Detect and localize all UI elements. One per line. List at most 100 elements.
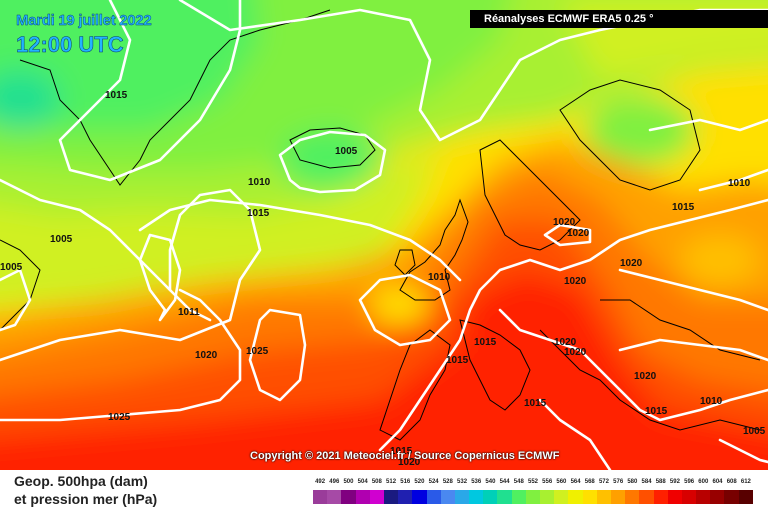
colorbar-label: 568	[584, 479, 595, 485]
colorbar-label: 492	[315, 479, 326, 485]
isobar-label: 1015	[474, 337, 497, 348]
copyright-notice: Copyright © 2021 Meteociel.fr / Source C…	[250, 450, 560, 462]
colorbar-swatch	[568, 490, 583, 504]
isobar-label: 1005	[0, 262, 23, 273]
isobar-label: 1025	[108, 412, 131, 423]
isobar-label: 1025	[246, 346, 269, 357]
isobar-label: 1010	[428, 272, 451, 283]
isobar-label: 1020	[620, 258, 643, 269]
isobar-label: 1020	[553, 217, 576, 228]
colorbar-label: 608	[726, 479, 737, 485]
colorbar-label: 540	[485, 479, 496, 485]
colorbar-swatch	[667, 490, 682, 504]
isobar-label: 1020	[567, 228, 590, 239]
colorbar-swatch	[440, 490, 455, 504]
map-date: Mardi 19 juillet 2022	[16, 12, 152, 29]
isobar-label: 1020	[564, 276, 587, 287]
legend-title: Geop. 500hpa (dam) et pression mer (hPa)	[14, 472, 157, 508]
legend-title-line1: Geop. 500hpa (dam)	[14, 473, 148, 489]
colorbar-label: 560	[556, 479, 567, 485]
colorbar-swatch	[511, 490, 526, 504]
colorbar-label: 588	[655, 479, 666, 485]
isobar-labels: 1015 1005 1010 1015 1005 1005 1010 1011 …	[0, 90, 766, 468]
colorbar-label: 536	[471, 479, 482, 485]
colorbar-label: 576	[613, 479, 624, 485]
colorbar-swatch	[724, 490, 739, 504]
colorbar-swatch	[398, 490, 413, 504]
colorbar-label: 548	[513, 479, 524, 485]
colorbar-swatch	[696, 490, 711, 504]
colorbar-swatch	[313, 490, 328, 504]
colorbar-swatch	[681, 490, 697, 504]
isobar-label: 1020	[564, 347, 587, 358]
colorbar-label: 544	[499, 479, 510, 485]
colorbar-label: 564	[570, 479, 581, 485]
map-time: 12:00 UTC	[16, 32, 124, 58]
isobar-label: 1015	[446, 355, 469, 366]
colorbar-label: 552	[527, 479, 538, 485]
weather-map: 1015 1005 1010 1015 1005 1005 1010 1011 …	[0, 0, 768, 470]
isobar-label: 1020	[554, 337, 577, 348]
colorbar-swatch	[454, 490, 470, 504]
colorbar-swatch	[412, 490, 427, 504]
colorbar-swatch	[341, 490, 356, 504]
colorbar-swatch	[327, 490, 342, 504]
isobar-label: 1015	[105, 90, 128, 101]
colorbar-label: 612	[740, 479, 751, 485]
colorbar-label: 520	[414, 479, 425, 485]
isobar-label: 1005	[50, 234, 73, 245]
colorbar-label: 508	[371, 479, 382, 485]
isobar-label: 1020	[195, 350, 218, 361]
colorbar-swatch	[596, 490, 611, 504]
isobar-label: 1010	[248, 177, 271, 188]
colorbar-swatch	[625, 490, 640, 504]
colorbar-labels: 492 496 500 504 508 512 516 520 524 528 532 536 540 5…	[313, 479, 753, 491]
isobar-label: 1020	[634, 371, 657, 382]
isobar-label: 1015	[645, 406, 668, 417]
colorbar-swatch	[639, 490, 654, 504]
colorbar	[313, 490, 753, 504]
legend-title-line2: et pression mer (hPa)	[14, 491, 158, 507]
colorbar-swatch	[540, 490, 555, 504]
colorbar-swatch	[355, 490, 370, 504]
colorbar-swatch	[497, 490, 512, 504]
colorbar-swatch	[426, 490, 441, 504]
isobar-label: 1015	[390, 446, 413, 457]
colorbar-label: 556	[542, 479, 553, 485]
isobar-label: 1015	[672, 202, 695, 213]
colorbar-swatch	[710, 490, 725, 504]
colorbar-label: 516	[400, 479, 411, 485]
colorbar-swatch	[582, 490, 597, 504]
colorbar-label: 600	[698, 479, 709, 485]
colorbar-label: 532	[457, 479, 468, 485]
colorbar-label: 496	[329, 479, 340, 485]
colorbar-label: 528	[442, 479, 453, 485]
colorbar-label: 592	[669, 479, 680, 485]
data-source-banner: Réanalyses ECMWF ERA5 0.25 °	[470, 10, 768, 28]
isobar-label: 1020	[398, 457, 421, 468]
colorbar-label: 512	[386, 479, 397, 485]
colorbar-swatch	[738, 490, 753, 504]
geopotential-field	[0, 0, 768, 470]
isobar-label: 1015	[524, 398, 547, 409]
colorbar-label: 500	[343, 479, 354, 485]
isobar-label: 1005	[335, 146, 358, 157]
colorbar-label: 504	[357, 479, 368, 485]
colorbar-swatch	[483, 490, 498, 504]
isobar-label: 1010	[700, 396, 723, 407]
colorbar-swatch	[469, 490, 484, 504]
colorbar-label: 596	[684, 479, 695, 485]
isobar-label: 1010	[728, 178, 751, 189]
isobar-label: 1011	[178, 307, 200, 318]
isobar-label: 1005	[743, 426, 766, 437]
isobars	[0, 0, 768, 470]
colorbar-swatch	[554, 490, 569, 504]
colorbar-swatch	[383, 490, 399, 504]
colorbar-swatch	[610, 490, 626, 504]
isobar-label: 1015	[247, 208, 270, 219]
colorbar-label: 580	[627, 479, 638, 485]
colorbar-swatch	[369, 490, 384, 504]
colorbar-label: 524	[428, 479, 439, 485]
colorbar-swatch	[653, 490, 668, 504]
colorbar-swatch	[525, 490, 540, 504]
